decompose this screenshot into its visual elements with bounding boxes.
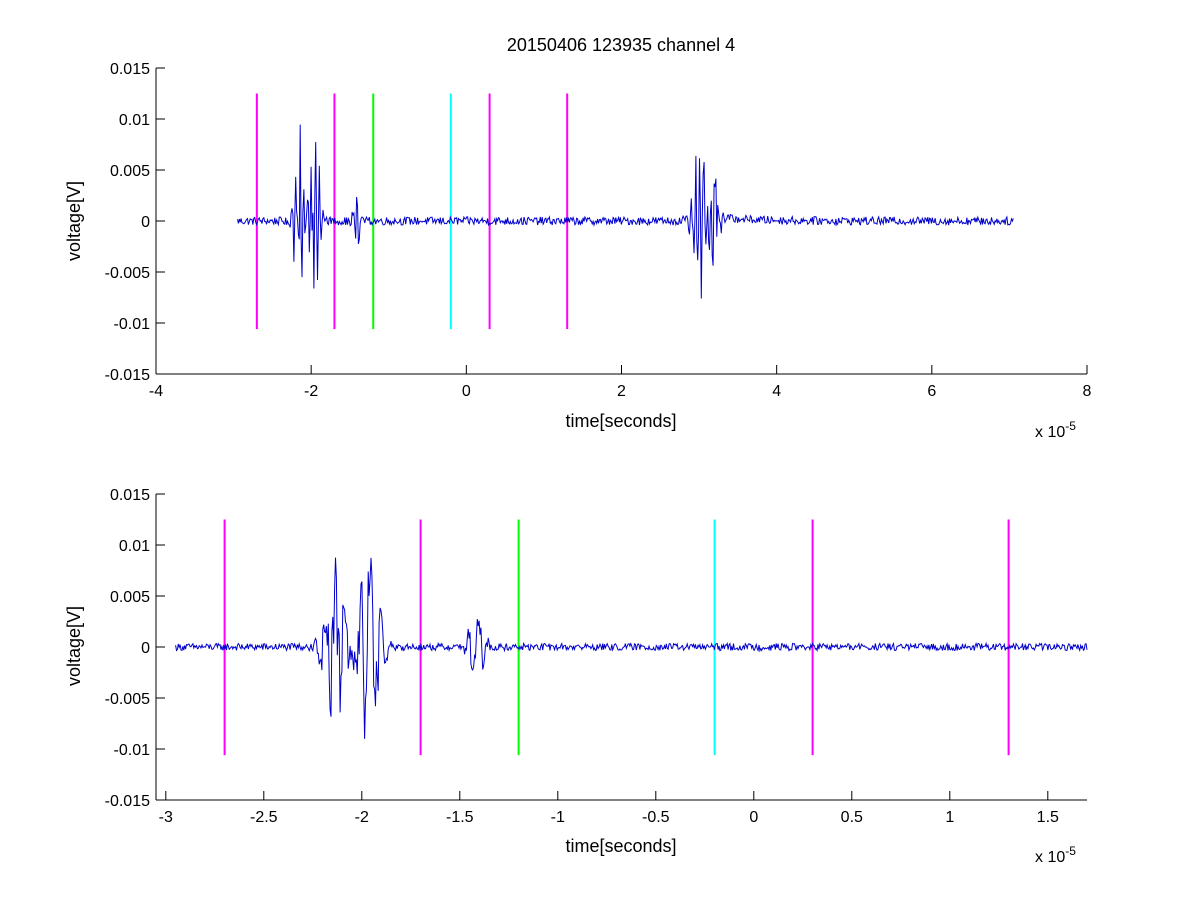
y-tick-label: -0.005 (105, 691, 150, 708)
y-tick-label: 0 (141, 640, 150, 657)
x-tick-label: 8 (1083, 383, 1092, 400)
x-tick-label: -2 (304, 383, 318, 400)
bottom-chart: time[seconds] voltage[V] x 10-5 -3 -2.5 -2… (64, 487, 1088, 866)
x-tick-label: 1 (945, 809, 954, 826)
y-tick-label: -0.01 (114, 742, 151, 759)
x-tick-label: -1 (551, 809, 565, 826)
x-exponent-label: x 10-5 (1035, 419, 1076, 441)
x-axis-label: time[seconds] (565, 411, 676, 431)
y-axis-label: voltage[V] (64, 606, 84, 686)
y-tick-label: 0.005 (110, 589, 150, 606)
x-exponent-power: -5 (1065, 844, 1076, 858)
x-tick-label: -4 (149, 383, 163, 400)
x-exponent-label: x 10-5 (1035, 844, 1076, 866)
x-tick-label: 1.5 (1037, 809, 1059, 826)
x-tick-label: 2 (617, 383, 626, 400)
y-tick-label: 0.01 (119, 538, 150, 555)
x-exponent-base: x 10 (1035, 849, 1065, 866)
y-tick-label: 0 (141, 214, 150, 231)
y-tick-label: 0.01 (119, 112, 150, 129)
x-tick-label: -3 (159, 809, 173, 826)
signal-series-line (175, 557, 1088, 739)
x-tick-label: 0 (749, 809, 758, 826)
x-tick-label: 0.5 (841, 809, 863, 826)
signal-series-line (237, 124, 1014, 299)
x-tick-label: -2 (355, 809, 369, 826)
x-tick-label: 4 (772, 383, 781, 400)
y-tick-label: -0.01 (114, 316, 151, 333)
y-tick-label: 0.005 (110, 163, 150, 180)
x-axis-label: time[seconds] (565, 836, 676, 856)
y-tick-label: -0.015 (105, 793, 150, 810)
y-tick-label: -0.005 (105, 265, 150, 282)
x-tick-label: 6 (927, 383, 936, 400)
x-tick-label: 0 (462, 383, 471, 400)
chart-title: 20150406 123935 channel 4 (507, 35, 735, 55)
x-exponent-base: x 10 (1035, 424, 1065, 441)
y-axis-label: voltage[V] (64, 181, 84, 261)
x-tick-label: -2.5 (250, 809, 278, 826)
top-chart: 20150406 123935 channel 4 time[seconds] … (64, 35, 1092, 441)
y-tick-label: 0.015 (110, 61, 150, 78)
y-tick-label: -0.015 (105, 367, 150, 384)
x-tick-label: -1.5 (446, 809, 474, 826)
x-tick-label: -0.5 (642, 809, 670, 826)
y-tick-label: 0.015 (110, 487, 150, 504)
x-exponent-power: -5 (1065, 419, 1076, 433)
